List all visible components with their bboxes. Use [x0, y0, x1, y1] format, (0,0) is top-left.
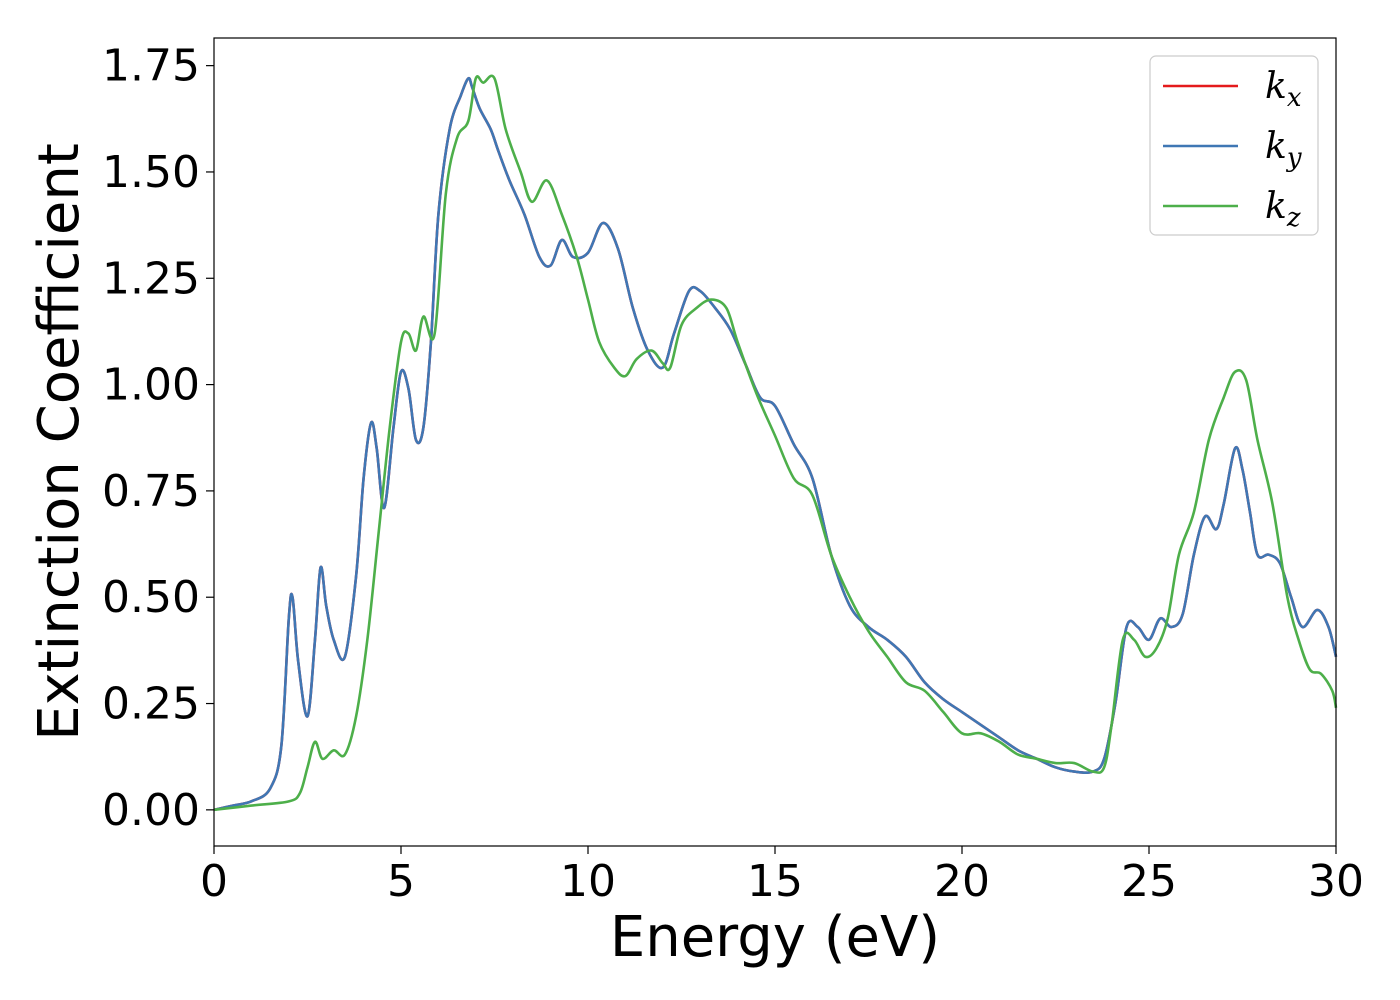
series-layer — [213, 74, 1338, 812]
legend-label-kx: kx — [1265, 66, 1302, 113]
legend: kx ky kz — [1149, 55, 1319, 236]
y-tick-label: 0.00 — [102, 785, 200, 836]
y-tick-label: 0.50 — [102, 572, 200, 623]
x-axis-title: Energy (eV) — [610, 905, 940, 970]
series-line-ky — [213, 76, 1338, 812]
y-tick-label: 0.25 — [102, 679, 200, 730]
legend-label-kz: kz — [1265, 186, 1301, 233]
y-axis-ticks: 0.00 0.25 0.50 0.75 1.00 1.25 1.50 1.75 — [102, 41, 214, 836]
x-tick-label: 10 — [560, 856, 616, 907]
x-tick-label: 20 — [934, 856, 990, 907]
y-axis-title: Extinction Coefficient — [27, 143, 92, 741]
y-tick-label: 1.25 — [102, 253, 200, 304]
x-tick-label: 25 — [1121, 856, 1177, 907]
x-tick-label: 30 — [1308, 856, 1364, 907]
x-tick-label: 15 — [747, 856, 803, 907]
legend-label-ky: ky — [1265, 126, 1302, 173]
y-tick-label: 1.50 — [102, 147, 200, 198]
x-axis-ticks: 0 5 10 15 20 25 30 — [200, 846, 1364, 907]
y-tick-label: 1.00 — [102, 360, 200, 411]
plot-area — [214, 38, 1336, 846]
x-tick-label: 0 — [200, 856, 228, 907]
series-line-kz — [213, 74, 1338, 812]
y-tick-label: 1.75 — [102, 41, 200, 92]
y-tick-label: 0.75 — [102, 466, 200, 517]
x-tick-label: 5 — [387, 856, 415, 907]
